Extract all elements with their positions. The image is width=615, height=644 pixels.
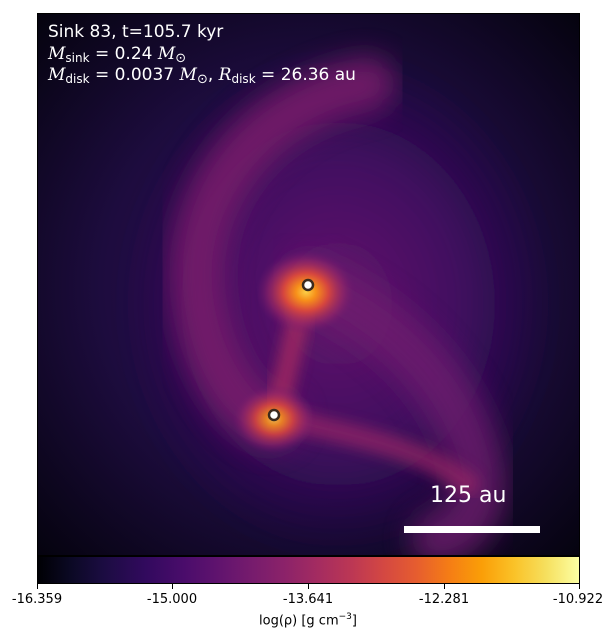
colorbar-tick xyxy=(308,584,309,589)
core-upper xyxy=(256,250,356,334)
colorbar-tick-label: -12.281 xyxy=(418,592,470,607)
sink-marker xyxy=(301,278,315,292)
colorbar-label: log(ρ) [g cm−3] xyxy=(259,612,357,629)
colorbar-tick-label: -15.000 xyxy=(146,592,198,607)
colorbar-tick-label: -10.922 xyxy=(552,592,604,607)
sink-marker xyxy=(267,408,281,422)
scalebar xyxy=(404,526,540,533)
disk-mass-line: Mdisk = 0.0037 M⊙, Rdisk = 26.36 au xyxy=(48,65,356,87)
sink-mass-line: Msink = 0.24 M⊙ xyxy=(48,44,187,66)
density-map-panel: Sink 83, t=105.7 kyr Msink = 0.24 M⊙ Mdi… xyxy=(37,13,580,556)
colorbar-tick-label: -13.641 xyxy=(282,592,334,607)
colorbar xyxy=(37,556,580,584)
colorbar-tick xyxy=(579,584,580,589)
colorbar-tick xyxy=(172,584,173,589)
title-line: Sink 83, t=105.7 kyr xyxy=(48,22,224,42)
density-map xyxy=(38,14,579,555)
scalebar-label: 125 au xyxy=(430,483,507,508)
colorbar-tick-label: -16.359 xyxy=(11,592,63,607)
colorbar-tick xyxy=(444,584,445,589)
colorbar-tick xyxy=(37,584,38,589)
spiral-arm-lower xyxy=(280,256,507,555)
